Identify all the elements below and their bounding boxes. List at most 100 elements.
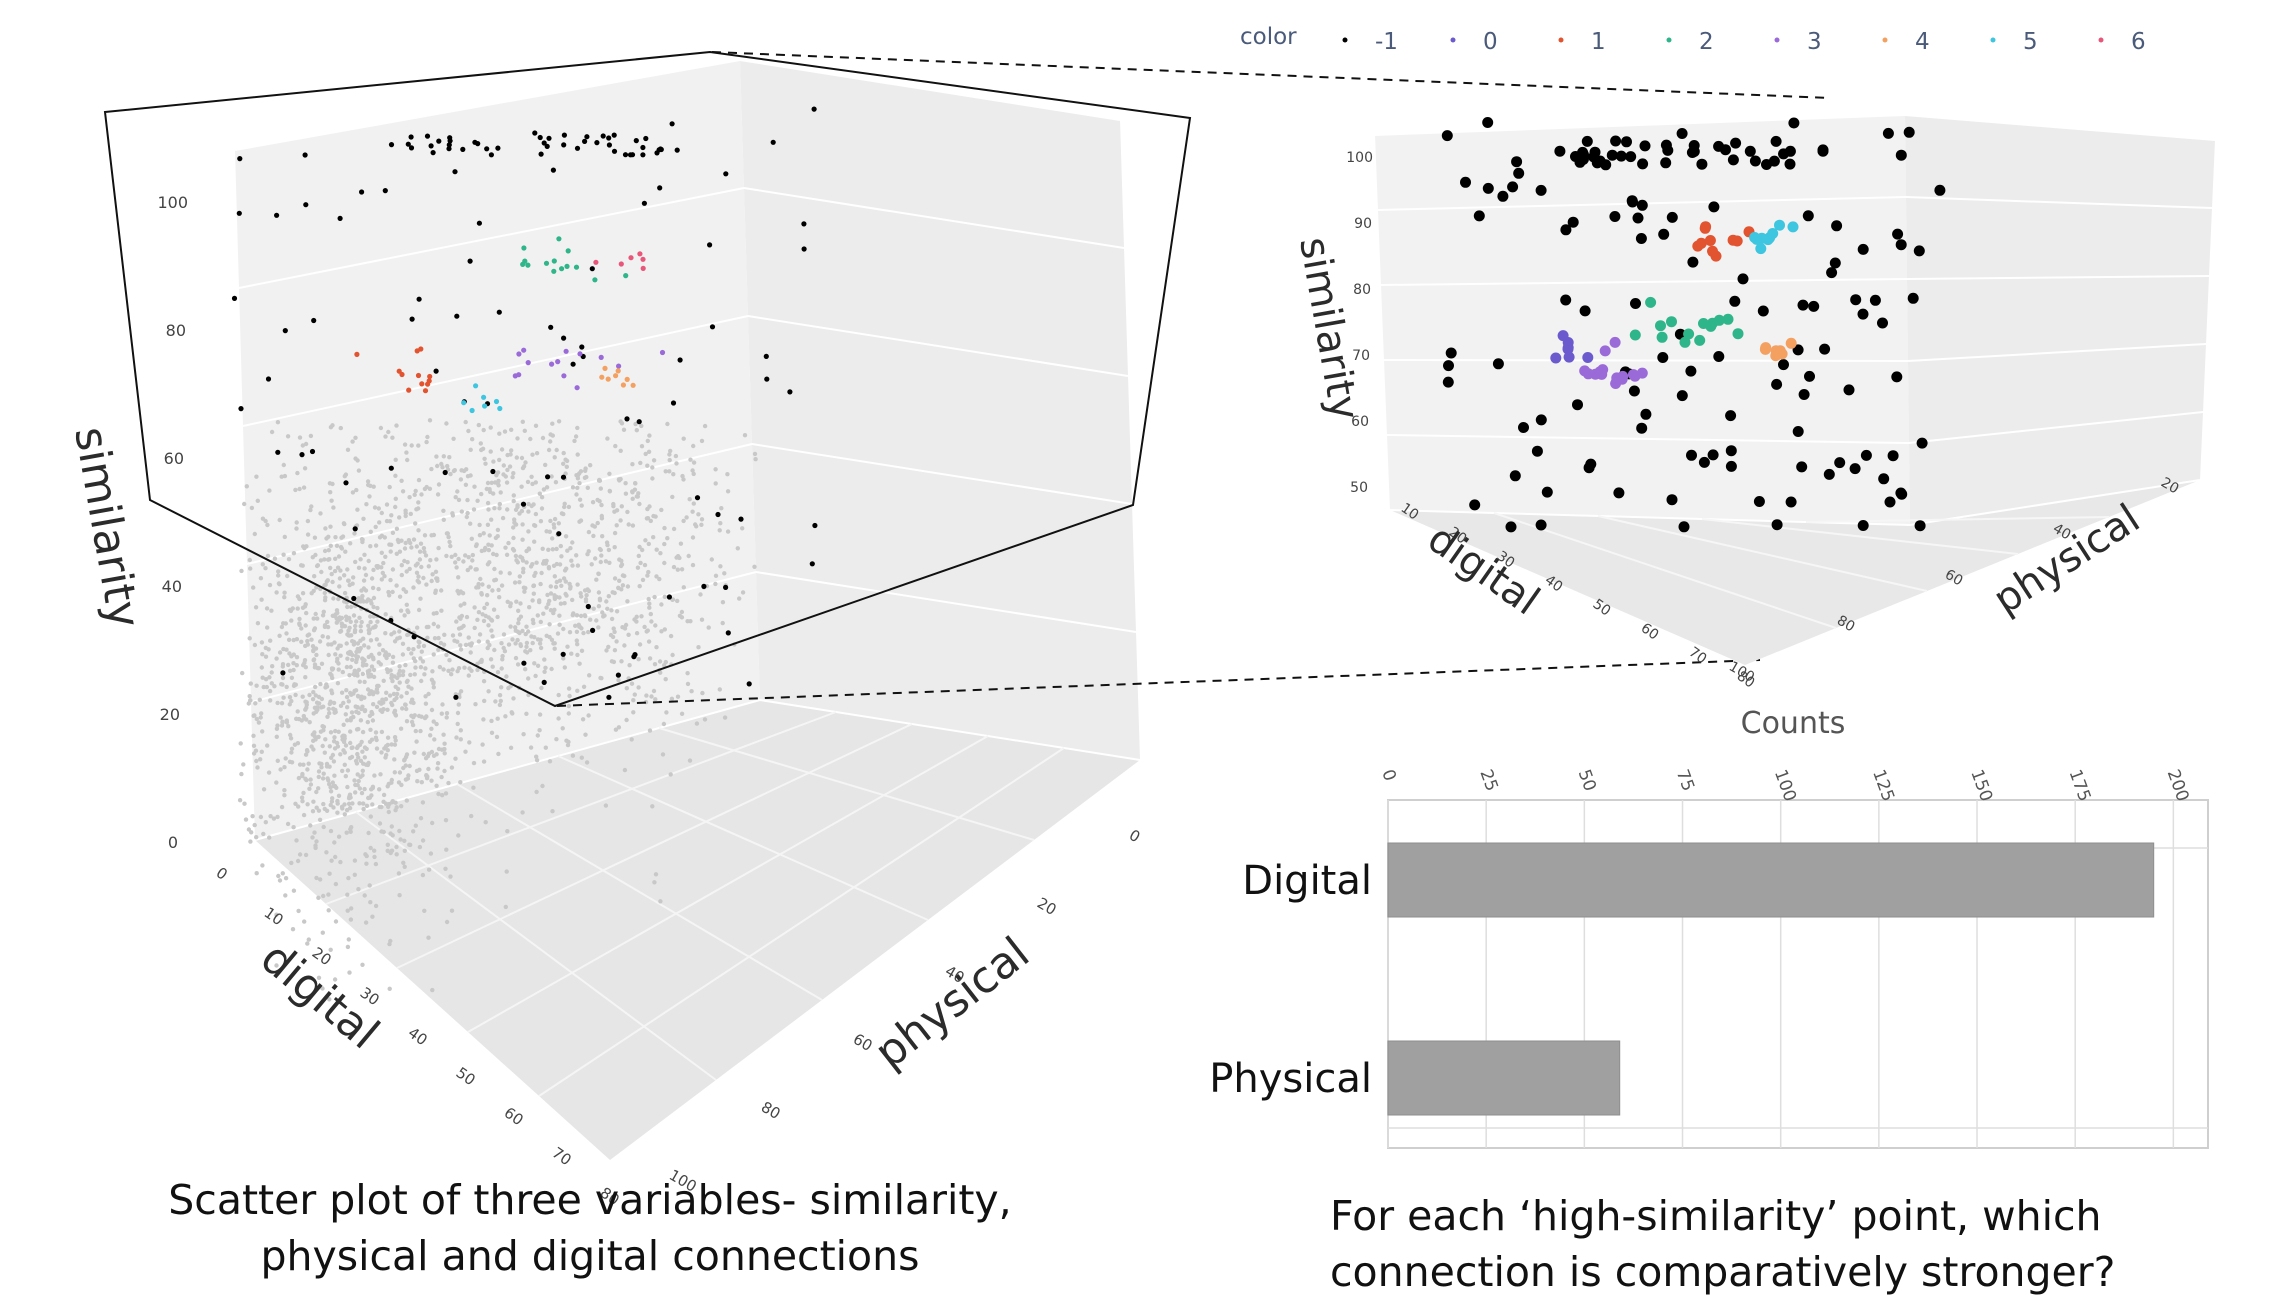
zoom-point-0: [1615, 150, 1627, 162]
zoom-point-0: [1869, 294, 1881, 306]
zoom-point-0: [1850, 294, 1862, 306]
scatter-point-0: [579, 344, 585, 350]
gray-point: [321, 893, 326, 899]
gray-point: [518, 643, 524, 649]
gray-point: [412, 672, 417, 677]
gray-point: [303, 852, 309, 858]
gray-point: [364, 861, 369, 866]
gray-point: [357, 742, 363, 747]
gray-point: [670, 494, 675, 500]
gray-point: [448, 471, 453, 477]
gray-point: [537, 712, 543, 717]
gray-point: [557, 578, 563, 583]
gray-point: [374, 737, 379, 743]
gray-point: [392, 770, 397, 775]
gray-point: [403, 754, 409, 760]
gray-point: [677, 613, 683, 618]
gray-point: [447, 455, 452, 460]
scatter-point-0: [670, 400, 677, 406]
gray-point: [556, 692, 561, 698]
gray-point: [434, 783, 439, 788]
gray-point: [429, 778, 434, 783]
gray-point: [561, 656, 566, 661]
gray-point: [358, 599, 363, 604]
gray-point: [301, 812, 307, 818]
gray-point: [720, 620, 725, 626]
gray-point: [405, 608, 410, 613]
gray-point: [310, 835, 315, 840]
zoom-point-0: [1934, 184, 1946, 196]
gray-point: [286, 637, 292, 642]
gray-point: [477, 632, 483, 637]
gray-point: [394, 423, 399, 428]
gray-point: [419, 649, 424, 654]
gray-point: [345, 567, 350, 572]
gray-point: [294, 637, 300, 642]
gray-point: [420, 800, 426, 805]
scatter-point-2: [618, 261, 624, 267]
gray-point: [719, 506, 724, 511]
gray-point: [722, 571, 727, 576]
zoom-point-4: [1627, 369, 1639, 381]
gray-point: [335, 610, 340, 616]
gray-point: [418, 728, 423, 734]
gray-point: [563, 534, 569, 539]
zoom-point-0: [1895, 239, 1907, 251]
left-sim-tick: 0: [168, 833, 178, 852]
gray-point: [402, 864, 407, 869]
gray-point: [352, 872, 357, 877]
gray-point: [295, 606, 300, 611]
gray-point: [437, 664, 443, 670]
gray-point: [252, 822, 257, 828]
gray-point: [564, 464, 569, 469]
gray-point: [385, 842, 390, 847]
gray-point: [518, 554, 523, 559]
gray-point: [389, 848, 395, 853]
gray-point: [329, 858, 334, 863]
gray-point: [337, 617, 343, 622]
gray-point: [435, 492, 441, 497]
gray-point: [449, 554, 454, 559]
gray-point: [524, 711, 529, 716]
gray-point: [534, 754, 539, 759]
zoom-point-0: [1784, 158, 1796, 170]
gray-point: [696, 645, 701, 650]
gray-point: [312, 574, 317, 579]
gray-point: [552, 525, 557, 530]
zoom-point-2: [1764, 232, 1776, 244]
gray-point: [567, 581, 572, 587]
gray-point: [436, 647, 441, 652]
scatter-point-0: [561, 335, 567, 341]
zoom-point-0: [1798, 389, 1810, 400]
zoom-point-0: [1819, 343, 1831, 355]
gray-point: [335, 681, 341, 686]
gray-point: [331, 759, 337, 764]
gray-point: [611, 626, 616, 631]
scatter-point-0: [359, 189, 365, 195]
gray-point: [330, 780, 335, 785]
gray-point: [384, 667, 390, 672]
gray-point: [557, 613, 562, 618]
gray-point: [690, 509, 695, 514]
gray-point: [583, 613, 588, 619]
color-legend: color -1 0 1 2 3 4 5 6: [1240, 24, 2146, 55]
gray-point: [333, 535, 338, 540]
gray-point: [389, 824, 394, 829]
gray-point: [563, 591, 568, 597]
gray-point: [679, 567, 685, 572]
gray-point: [280, 719, 285, 724]
gray-point: [544, 529, 549, 534]
gray-point: [386, 809, 391, 815]
gray-point: [294, 520, 299, 525]
gray-point: [421, 575, 426, 581]
gray-point: [446, 780, 451, 786]
gray-point: [368, 845, 373, 851]
gray-point: [598, 547, 603, 553]
gray-point: [355, 705, 360, 710]
scatter-point-0: [416, 296, 422, 302]
gray-point: [483, 461, 488, 466]
scatter-point-0: [546, 135, 552, 141]
gray-point: [409, 651, 414, 656]
gray-point: [336, 667, 341, 672]
scatter-point-0: [309, 448, 316, 455]
